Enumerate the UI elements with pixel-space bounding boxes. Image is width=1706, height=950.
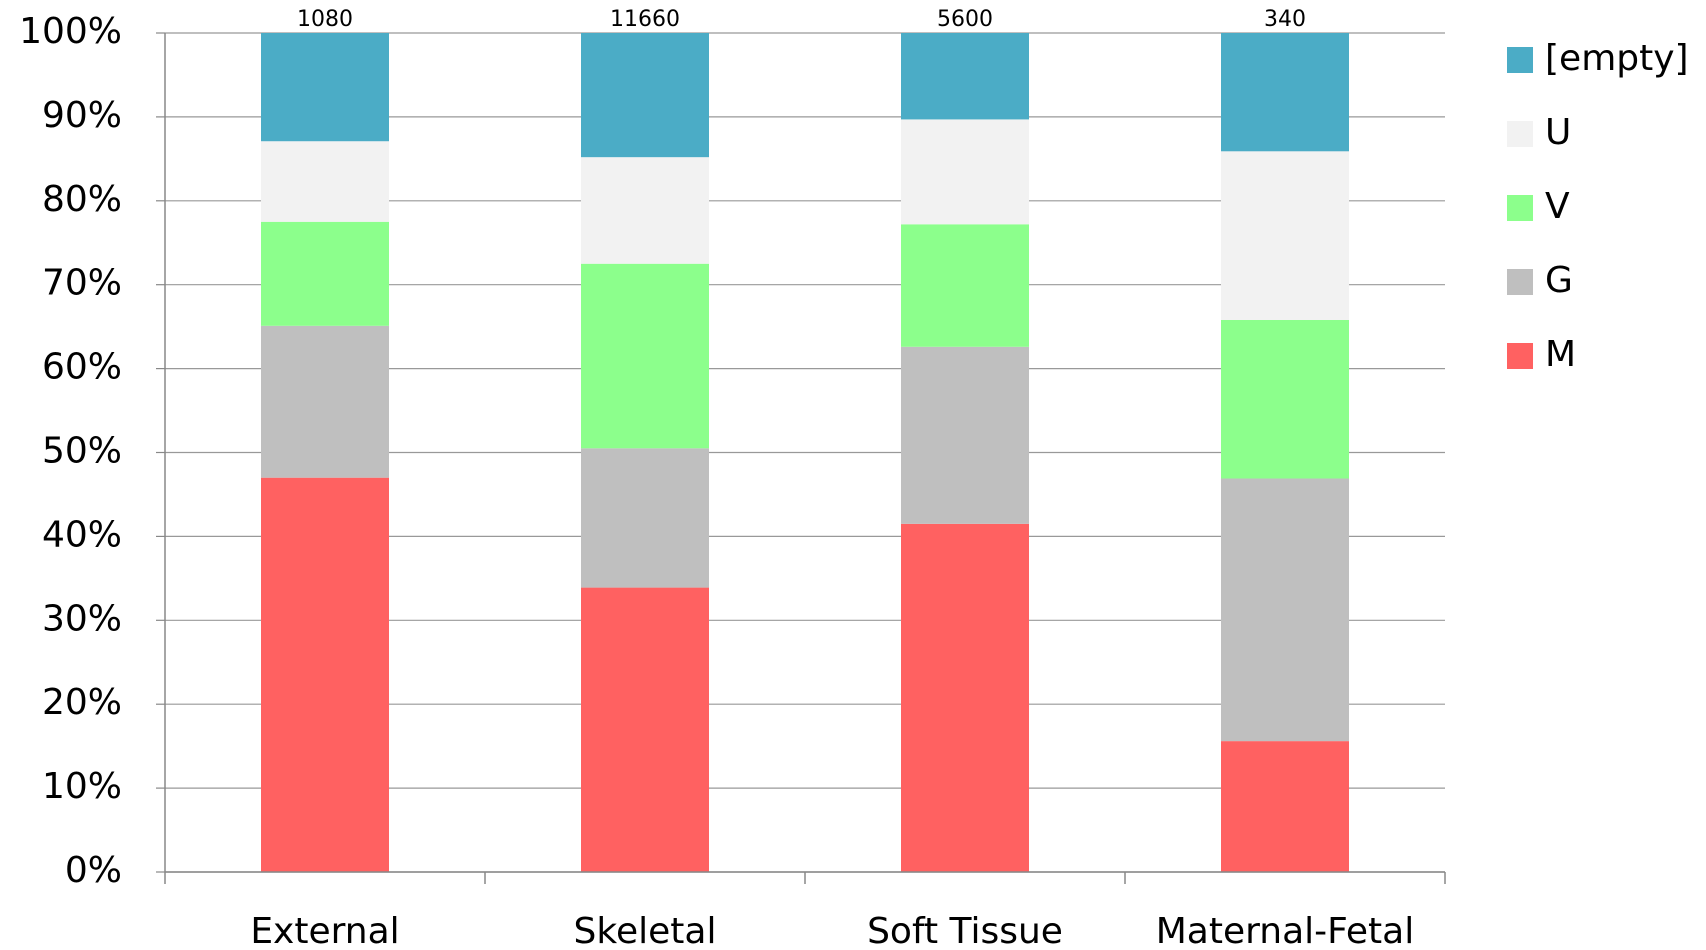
y-tick-label: 100% <box>19 11 122 52</box>
y-tick-label: 70% <box>42 263 122 304</box>
x-tick-label: External <box>250 911 399 950</box>
bar-segment <box>901 224 1029 347</box>
total-label: 5600 <box>937 7 993 32</box>
legend-swatch <box>1507 121 1533 147</box>
bar-segment <box>261 33 389 142</box>
bar-segment <box>1221 33 1349 152</box>
y-tick-label: 50% <box>42 431 122 472</box>
bar-segment <box>901 33 1029 120</box>
total-label: 11660 <box>610 7 680 32</box>
x-tick-label: Skeletal <box>574 911 717 950</box>
bar-segment <box>901 346 1029 524</box>
bar-segment <box>901 523 1029 872</box>
total-label: 1080 <box>297 7 353 32</box>
bar-segment <box>1221 151 1349 320</box>
bar-segment <box>581 157 709 264</box>
legend-label: U <box>1545 112 1571 153</box>
bar-segment <box>1221 319 1349 479</box>
legend-label: M <box>1545 334 1576 375</box>
legend-swatch <box>1507 195 1533 221</box>
legend-swatch <box>1507 269 1533 295</box>
legend-label: [empty] <box>1545 38 1689 79</box>
bar-segment <box>581 448 709 588</box>
y-tick-label: 40% <box>42 514 122 555</box>
legend-label: V <box>1545 186 1570 227</box>
y-tick-label: 80% <box>42 179 122 220</box>
y-tick-label: 30% <box>42 598 122 639</box>
bar-segment <box>1221 741 1349 872</box>
y-tick-label: 60% <box>42 347 122 388</box>
x-tick-label: Soft Tissue <box>867 911 1063 950</box>
bar-segment <box>1221 478 1349 742</box>
y-tick-label: 90% <box>42 95 122 136</box>
bar-segment <box>261 477 389 872</box>
bar-segment <box>261 221 389 326</box>
bar-segment <box>581 587 709 872</box>
legend-label: G <box>1545 260 1573 301</box>
bar-segment <box>261 325 389 478</box>
legend-swatch <box>1507 343 1533 369</box>
y-tick-label: 10% <box>42 766 122 807</box>
x-tick-label: Maternal-Fetal <box>1156 911 1415 950</box>
bar-segment <box>261 141 389 222</box>
y-tick-label: 20% <box>42 682 122 723</box>
y-tick-label: 0% <box>65 850 122 891</box>
bar-segment <box>901 119 1029 225</box>
legend-swatch <box>1507 47 1533 73</box>
bar-segment <box>581 33 709 158</box>
total-label: 340 <box>1264 7 1306 32</box>
bar-segment <box>581 263 709 449</box>
